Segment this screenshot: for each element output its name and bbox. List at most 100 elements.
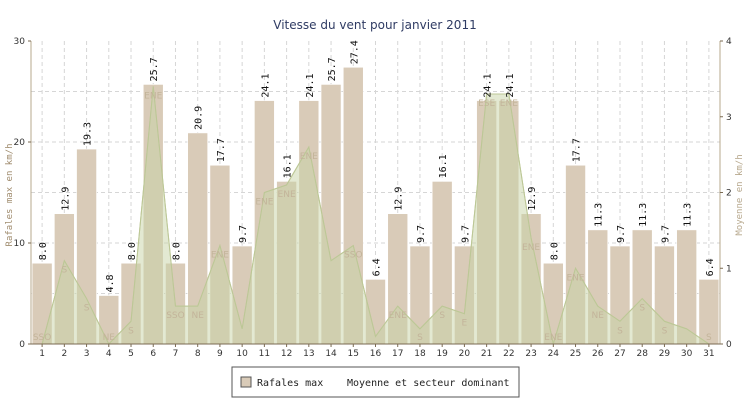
bar-value-label: 9.7 <box>238 225 249 243</box>
bar-value-label: 12.9 <box>527 187 538 211</box>
x-tick-label: 14 <box>325 349 337 359</box>
y-tick-label-right: 4 <box>726 37 732 47</box>
sector-label: ENE <box>144 91 162 101</box>
bar-value-label: 24.1 <box>305 73 316 97</box>
legend-frame <box>231 366 520 398</box>
sector-label: S <box>61 266 67 276</box>
sector-label: ENE <box>522 243 540 253</box>
x-tick-label: 24 <box>548 349 560 359</box>
x-tick-label: 28 <box>636 349 648 359</box>
x-tick-label: 15 <box>348 349 359 359</box>
y-tick-label-right: 1 <box>726 264 732 274</box>
x-tick-label: 3 <box>84 349 90 359</box>
sector-label: S <box>439 311 445 321</box>
x-tick-label: 17 <box>392 349 403 359</box>
bar-value-labels: 8.0 12.9 19.3 4.8 8.0 25.7 8.0 20.9 17.7 9.7 24.1 1… <box>38 40 716 292</box>
x-tick-label: 29 <box>659 349 671 359</box>
bar-value-label: 9.7 <box>616 225 627 243</box>
bar-value-label: 11.3 <box>638 203 649 227</box>
sector-label: S <box>662 326 668 336</box>
bar-value-label: 12.9 <box>394 187 405 211</box>
bar-value-label: 6.4 <box>705 258 716 276</box>
bar-value-label: 24.1 <box>505 73 516 97</box>
x-tick-label: 13 <box>303 349 314 359</box>
x-tick-label: 8 <box>195 349 201 359</box>
bar-value-label: 16.1 <box>283 154 294 178</box>
bar-value-label: 9.7 <box>660 225 671 243</box>
sector-label: ENE <box>544 333 562 343</box>
bar-value-label: 24.1 <box>260 73 271 97</box>
legend: Rafales max Moyenne et secteur dominant <box>231 366 520 398</box>
x-tick-label: 1 <box>39 349 45 359</box>
y-tick-label-right: 2 <box>726 189 732 199</box>
sector-label: ENE <box>566 273 584 283</box>
bar-value-label: 9.7 <box>460 225 471 243</box>
sector-label: S <box>617 326 623 336</box>
sector-label: E <box>462 319 468 329</box>
x-tick-label: 19 <box>436 349 448 359</box>
y-tick-label-left: 10 <box>14 239 26 249</box>
x-tick-label: 4 <box>106 349 112 359</box>
x-tick-label: 2 <box>61 349 67 359</box>
x-tick-label: 23 <box>525 349 536 359</box>
bar-value-label: 12.9 <box>60 187 71 211</box>
bar-value-label: 25.7 <box>149 57 160 81</box>
bar-value-label: 8.0 <box>38 242 49 260</box>
bar-value-label: 8.0 <box>549 242 560 260</box>
sector-label: ENE <box>389 311 407 321</box>
sector-label: S <box>706 333 712 343</box>
x-tick-label: 22 <box>503 349 514 359</box>
bar-value-label: 27.4 <box>349 40 360 64</box>
bar-value-label: 24.1 <box>483 73 494 97</box>
sector-label: ENE <box>211 251 229 261</box>
x-tick-label: 10 <box>236 349 248 359</box>
average-area-series <box>41 86 711 345</box>
sector-label: NE <box>103 333 116 343</box>
y-tick-label-right: 3 <box>726 113 732 123</box>
bar-value-label: 4.8 <box>105 274 116 292</box>
sector-label: SSO <box>344 251 363 261</box>
sector-label: S <box>417 333 423 343</box>
x-tick-label: 16 <box>370 349 382 359</box>
y-tick-label-left: 0 <box>19 340 25 350</box>
x-tick-label: 20 <box>459 349 471 359</box>
axes <box>28 40 723 347</box>
sector-labels: SSO S S NE S ENE SSO NE ENE ENE ENE ENE SSO ENE S S E ESE… <box>33 91 712 343</box>
bar-value-label: 11.3 <box>594 203 605 227</box>
x-tick-label: 27 <box>614 349 625 359</box>
x-tick-label: 18 <box>414 349 426 359</box>
sector-label: SSO <box>166 311 185 321</box>
sector-label: S <box>639 304 645 314</box>
sector-label: ENE <box>500 99 518 109</box>
y-tick-label-left: 20 <box>14 138 26 148</box>
x-tick-label: 9 <box>217 349 223 359</box>
x-tick-label: 5 <box>128 349 134 359</box>
bar-value-label: 8.0 <box>171 242 182 260</box>
x-tick-label: 12 <box>281 349 292 359</box>
sector-label: NE <box>592 311 605 321</box>
x-tick-label: 26 <box>592 349 604 359</box>
x-tick-label: 7 <box>173 349 179 359</box>
sector-label: SSO <box>33 333 52 343</box>
legend-label-bars: Rafales max <box>257 378 323 389</box>
bar-value-label: 17.7 <box>216 138 227 162</box>
y-axis-label-left: Rafales max en km/h <box>5 144 15 247</box>
legend-swatch-bars <box>240 376 252 388</box>
y-axis-label-right: Moyenne en km/h <box>735 154 745 235</box>
average-line <box>41 86 710 345</box>
x-tick-label: 25 <box>570 349 581 359</box>
legend-label-average: Moyenne et secteur dominant <box>347 378 510 389</box>
bar-value-label: 25.7 <box>327 57 338 81</box>
sector-label: ENE <box>278 190 296 200</box>
x-tick-label: 21 <box>481 349 492 359</box>
sector-label: NE <box>191 311 204 321</box>
sector-label: ENE <box>300 152 318 162</box>
x-tick-label: 30 <box>681 349 693 359</box>
bar-value-label: 17.7 <box>572 138 583 162</box>
bar-value-label: 11.3 <box>683 203 694 227</box>
bar-value-label: 20.9 <box>194 106 205 130</box>
bar-value-label: 9.7 <box>416 225 427 243</box>
chart-title: Vitesse du vent pour janvier 2011 <box>273 18 476 32</box>
